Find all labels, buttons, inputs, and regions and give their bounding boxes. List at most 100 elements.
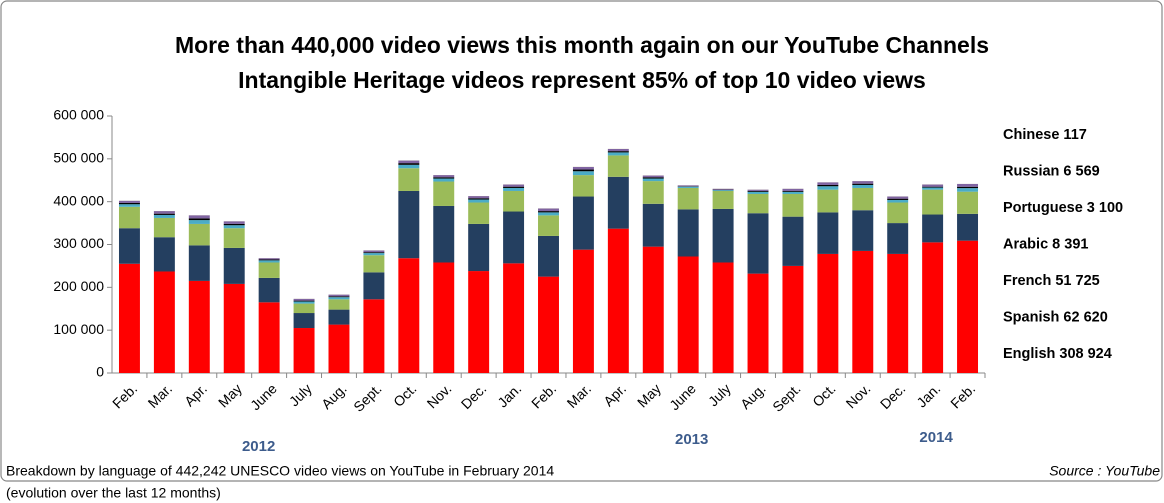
bar-segment [538,215,559,236]
bar-segment [223,223,245,226]
year-label: 2014 [919,429,953,446]
bar-segment [572,169,594,172]
bar-segment [887,199,909,203]
bar-segment [433,177,455,179]
bar-segment [572,166,594,170]
bar-segment [782,216,804,266]
year-label: 2012 [242,438,275,455]
bar-segment [642,178,664,182]
bar-segment [328,297,350,300]
bar-segment [922,187,944,190]
bar-segment [677,209,699,257]
bar-segment [677,187,699,210]
legend-label: Arabic 8 391 [1003,236,1088,252]
bar-segment [188,218,210,221]
bar-segment [747,191,769,194]
bar-segment [852,183,874,185]
bar-segment [363,253,385,256]
bar-segment [468,223,490,272]
bar-segment [712,190,734,209]
bar-segment [712,190,734,191]
bar-segment [538,235,559,277]
bar-segment [642,175,664,178]
bar-segment [118,204,140,207]
y-tick-label: 100 000 [53,321,104,337]
legend-label: Chinese 117 [1003,127,1087,143]
bar-segment [328,299,350,310]
bar-segment [642,203,664,247]
bar-segment [328,324,350,373]
bar-segment [503,186,525,188]
bar-segment [188,280,210,373]
bar-segment [642,181,664,204]
bar-segment [677,256,699,373]
bar-segment [118,200,140,203]
bar-segment [957,213,979,241]
bar-segment [468,271,490,373]
bar-segment [363,252,385,254]
bar-segment [363,255,385,273]
bar-segment [363,299,385,373]
bar-segment [747,190,769,192]
bar-segment [607,151,629,153]
bar-segment [153,213,175,215]
bar-segment [852,184,874,188]
bar-segment [572,196,594,250]
bar-segment [852,210,874,251]
bar-segment [642,177,664,179]
bar-segment [677,185,699,187]
bar-segment [153,271,175,373]
bar-segment [817,184,839,187]
bar-segment [188,245,210,281]
bar-segment [922,214,944,243]
bar-segment [957,186,979,189]
bar-segment [817,212,839,254]
bar-segment [538,276,559,373]
bar-segment [293,300,315,302]
bar-segment [468,196,490,199]
bar-segment [258,277,280,303]
bar-segment [712,208,734,263]
bar-segment [223,221,245,224]
bar-segment [363,250,385,253]
bar-segment [852,187,874,211]
bar-segment [852,250,874,373]
bar-segment [223,247,245,284]
bar-segment [153,237,175,272]
bar-segment [153,211,175,214]
bar-segment [572,175,594,197]
bar-segment [957,183,979,187]
chart-title: Intangible Heritage videos represent 85%… [238,67,926,93]
bar-segment [957,188,979,192]
bar-segment [188,220,210,224]
bar-segment [747,189,769,191]
bar-segment [433,181,455,206]
bar-segment [398,160,420,164]
y-tick-label: 400 000 [53,192,104,208]
bar-segment [607,152,629,156]
bar-segment [433,262,455,373]
footnote: Breakdown by language of 442,242 UNESCO … [6,463,554,479]
bar-segment [258,262,280,278]
legend-label: French 51 725 [1003,273,1100,289]
bar-segment [817,253,839,373]
bar-segment [293,313,315,329]
year-label: 2013 [675,431,708,448]
bar-segment [922,186,944,188]
bar-segment [852,181,874,184]
bar-segment [607,228,629,373]
bar-segment [118,263,140,373]
bar-segment [328,296,350,298]
bar-segment [503,187,525,191]
bar-segment [677,186,699,188]
bar-segment [223,283,245,373]
bar-segment [118,202,140,205]
bar-segment [188,223,210,246]
bar-segment [782,265,804,373]
bar-segment [538,208,559,212]
bar-segment [398,168,420,191]
bar-segment [328,309,350,325]
bar-segment [258,302,280,373]
bar-segment [468,202,490,224]
